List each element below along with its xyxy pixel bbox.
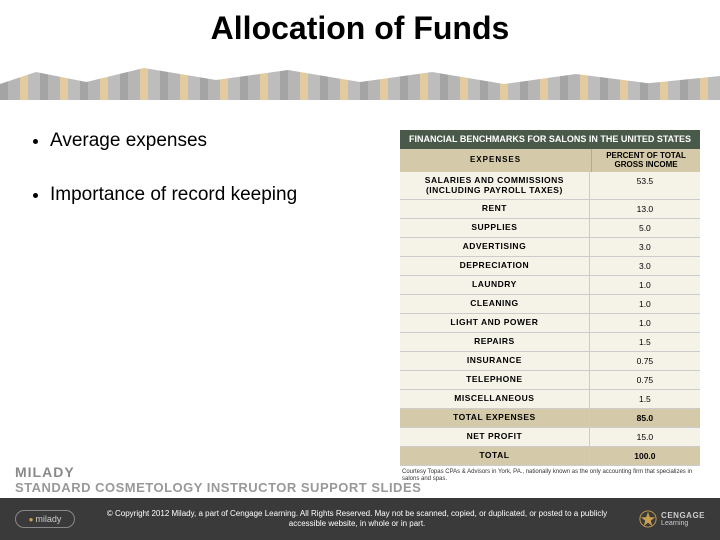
table-row: TELEPHONE0.75 (400, 371, 700, 390)
row-value: 53.5 (590, 172, 700, 199)
row-value: 5.0 (590, 219, 700, 237)
cengage-sub: Learning (661, 520, 705, 527)
row-label: TOTAL (400, 447, 590, 465)
row-value: 1.5 (590, 333, 700, 351)
bullet-list: Average expenses Importance of record ke… (30, 130, 380, 486)
row-value: 85.0 (590, 409, 700, 427)
row-label: CLEANING (400, 295, 590, 313)
row-label: TOTAL EXPENSES (400, 409, 590, 427)
bullet-item: Importance of record keeping (50, 184, 380, 206)
row-label: INSURANCE (400, 352, 590, 370)
milady-logo: milady (15, 510, 75, 528)
content: Average expenses Importance of record ke… (0, 100, 720, 486)
row-value: 0.75 (590, 352, 700, 370)
table-row: CLEANING1.0 (400, 295, 700, 314)
row-value: 1.5 (590, 390, 700, 408)
table-row: INSURANCE0.75 (400, 352, 700, 371)
row-label: SALARIES AND COMMISSIONS (INCLUDING PAYR… (400, 172, 590, 199)
table-row: ADVERTISING3.0 (400, 238, 700, 257)
row-label: SUPPLIES (400, 219, 590, 237)
cengage-icon (639, 510, 657, 528)
cengage-text: CENGAGE Learning (661, 512, 705, 527)
col-percent: PERCENT OF TOTAL GROSS INCOME (592, 149, 700, 173)
copyright-text: © Copyright 2012 Milady, a part of Cenga… (75, 509, 639, 530)
header-texture (0, 60, 720, 100)
table-row: LIGHT AND POWER1.0 (400, 314, 700, 333)
row-value: 1.0 (590, 314, 700, 332)
table-row: SUPPLIES5.0 (400, 219, 700, 238)
brand-milady: MILADY (15, 464, 705, 480)
table-header: EXPENSES PERCENT OF TOTAL GROSS INCOME (400, 149, 700, 173)
row-value: 3.0 (590, 257, 700, 275)
header: Allocation of Funds (0, 0, 720, 100)
benchmark-table: FINANCIAL BENCHMARKS FOR SALONS IN THE U… (400, 130, 700, 486)
row-label: ADVERTISING (400, 238, 590, 256)
row-value: 0.75 (590, 371, 700, 389)
cengage-name: CENGAGE (661, 512, 705, 520)
table-row: MISCELLANEOUS1.5 (400, 390, 700, 409)
row-value: 1.0 (590, 276, 700, 294)
row-value: 13.0 (590, 200, 700, 218)
row-label: LAUNDRY (400, 276, 590, 294)
footer: milady © Copyright 2012 Milady, a part o… (0, 498, 720, 540)
row-label: LIGHT AND POWER (400, 314, 590, 332)
row-value: 3.0 (590, 238, 700, 256)
row-label: DEPRECIATION (400, 257, 590, 275)
row-label: REPAIRS (400, 333, 590, 351)
page-title: Allocation of Funds (0, 0, 720, 47)
row-label: MISCELLANEOUS (400, 390, 590, 408)
row-label: TELEPHONE (400, 371, 590, 389)
table-body: SALARIES AND COMMISSIONS (INCLUDING PAYR… (400, 172, 700, 466)
row-value: 1.0 (590, 295, 700, 313)
table-row: LAUNDRY1.0 (400, 276, 700, 295)
table-row: RENT13.0 (400, 200, 700, 219)
table-row: REPAIRS1.5 (400, 333, 700, 352)
row-label: NET PROFIT (400, 428, 590, 446)
bullet-item: Average expenses (50, 130, 380, 152)
table-row: DEPRECIATION3.0 (400, 257, 700, 276)
brand-block: MILADY STANDARD COSMETOLOGY INSTRUCTOR S… (15, 464, 705, 495)
row-label: RENT (400, 200, 590, 218)
row-value: 15.0 (590, 428, 700, 446)
col-expenses: EXPENSES (400, 149, 592, 173)
table-row: SALARIES AND COMMISSIONS (INCLUDING PAYR… (400, 172, 700, 200)
table-row: TOTAL EXPENSES85.0 (400, 409, 700, 428)
cengage-logo: CENGAGE Learning (639, 510, 705, 528)
table-row: NET PROFIT15.0 (400, 428, 700, 447)
brand-subtitle: STANDARD COSMETOLOGY INSTRUCTOR SUPPORT … (15, 480, 705, 495)
table-title: FINANCIAL BENCHMARKS FOR SALONS IN THE U… (400, 130, 700, 149)
row-value: 100.0 (590, 447, 700, 465)
